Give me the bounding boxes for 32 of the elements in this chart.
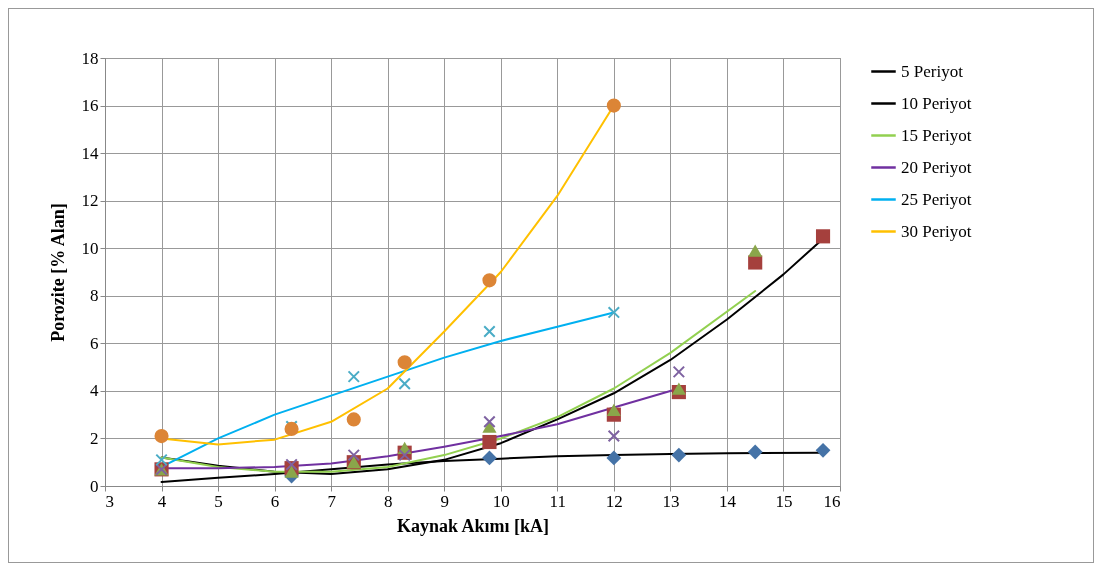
legend-label: 25 Periyot bbox=[901, 189, 972, 209]
x-axis-title: Kaynak Akımı [kA] bbox=[396, 515, 550, 536]
x-tick-label: 3 bbox=[105, 491, 114, 511]
y-tick-label: 12 bbox=[81, 191, 99, 211]
x-tick-label: 9 bbox=[440, 491, 449, 511]
y-tick-label: 6 bbox=[90, 333, 99, 353]
x-tick-label: 12 bbox=[605, 491, 623, 511]
y-tick-label: 8 bbox=[90, 286, 99, 306]
legend-label: 15 Periyot bbox=[901, 125, 972, 145]
x-tick-label: 10 bbox=[492, 491, 510, 511]
x-tick-label: 13 bbox=[662, 491, 680, 511]
y-tick-label: 10 bbox=[81, 238, 99, 258]
y-tick-label: 0 bbox=[90, 476, 99, 496]
x-tick-label: 5 bbox=[214, 491, 223, 511]
x-tick-label: 8 bbox=[383, 491, 393, 511]
x-tick-label: 15 bbox=[775, 491, 793, 511]
legend-label: 20 Periyot bbox=[901, 157, 972, 177]
x-tick-label: 4 bbox=[157, 491, 167, 511]
y-tick-label: 2 bbox=[90, 428, 99, 448]
legend-label: 5 Periyot bbox=[901, 61, 964, 81]
legend-label: 30 Periyot bbox=[901, 221, 972, 241]
y-tick-label: 4 bbox=[90, 381, 99, 401]
x-tick-label: 16 bbox=[823, 491, 841, 511]
y-tick-label: 18 bbox=[81, 48, 99, 68]
x-tick-label: 14 bbox=[718, 491, 737, 511]
x-tick-label: 11 bbox=[549, 491, 566, 511]
y-tick-label: 16 bbox=[81, 96, 99, 116]
x-tick-label: 6 bbox=[270, 491, 280, 511]
x-tick-label: 7 bbox=[327, 491, 337, 511]
y-axis-title: Porozite [% Alan] bbox=[47, 203, 68, 342]
legend-label: 10 Periyot bbox=[901, 93, 972, 113]
y-tick-label: 14 bbox=[81, 143, 99, 163]
